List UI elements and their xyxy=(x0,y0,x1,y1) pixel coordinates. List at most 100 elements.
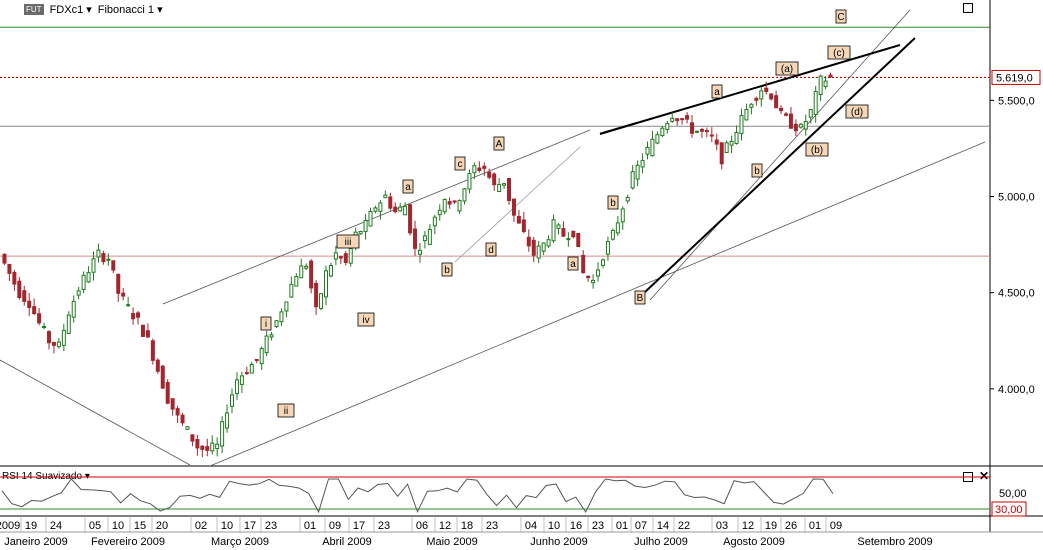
candle-body xyxy=(665,122,670,130)
candle-body xyxy=(175,408,180,416)
candle-body xyxy=(823,80,828,88)
wave-label: iv xyxy=(362,315,369,326)
candle-body xyxy=(333,252,338,260)
candle-body xyxy=(116,273,121,294)
candle-body xyxy=(630,171,635,189)
candle-body xyxy=(699,129,704,132)
wave-label-box xyxy=(441,262,453,277)
candle-body xyxy=(368,211,373,227)
x-tick-label: 07 xyxy=(635,520,647,532)
x-tick-label: 10 xyxy=(112,520,124,532)
candle-body xyxy=(437,209,442,216)
candle-body xyxy=(51,341,56,346)
wave-label-box xyxy=(805,142,829,157)
candle-body xyxy=(150,340,155,361)
y-tick-label: 5.500,0 xyxy=(998,95,1035,107)
wave-label-box xyxy=(835,9,847,24)
candle-body xyxy=(507,178,512,201)
wave-label-box xyxy=(485,242,497,257)
candle-body xyxy=(472,165,477,174)
x-tick-label: 03 xyxy=(716,520,728,532)
candle-body xyxy=(304,265,309,269)
candle-body xyxy=(234,379,239,395)
candle-body xyxy=(675,118,680,122)
candle-body xyxy=(17,280,22,299)
candle-body xyxy=(798,123,803,128)
candle-body xyxy=(66,314,71,334)
symbol-selector[interactable]: FDXc1 ▾ xyxy=(49,3,92,16)
candle-body xyxy=(704,130,709,133)
candle-body xyxy=(121,292,126,297)
x-tick-label: 15 xyxy=(134,520,146,532)
candle-body xyxy=(27,300,32,308)
candle-body xyxy=(566,238,571,241)
wave-label: i xyxy=(265,319,267,330)
candle-body xyxy=(729,140,734,146)
candle-body xyxy=(818,75,823,95)
last-price-label: 5.619,0 xyxy=(996,72,1033,84)
candle-body xyxy=(259,348,264,365)
candle-body xyxy=(96,249,101,258)
x-tick-label: 23 xyxy=(378,520,390,532)
candle-body xyxy=(160,365,165,389)
candle-body xyxy=(571,230,576,238)
y-tick-label: 4.500,0 xyxy=(998,288,1035,300)
candle-body xyxy=(185,426,190,430)
last-price-box xyxy=(991,69,1041,85)
candle-body xyxy=(694,130,699,133)
candle-body xyxy=(126,304,131,307)
x-tick-label: 04 xyxy=(525,520,537,532)
candle-body xyxy=(724,142,729,154)
candle-body xyxy=(140,324,145,337)
candle-body xyxy=(12,271,17,285)
wave-label: d xyxy=(488,245,494,256)
wave-label: c xyxy=(458,159,463,170)
wave-label: (a) xyxy=(781,64,793,75)
y-tick-label: 4.000,0 xyxy=(998,384,1035,396)
wave-label-box xyxy=(454,156,466,171)
wedge-upper-line xyxy=(599,44,901,135)
candle-body xyxy=(526,236,531,247)
wave-label: iii xyxy=(345,237,352,248)
candle-body xyxy=(640,159,645,168)
candle-body xyxy=(71,300,76,318)
wave-label-box xyxy=(277,403,295,418)
trend-line xyxy=(0,359,191,466)
wave-label-box xyxy=(336,234,360,249)
candle-body xyxy=(635,164,640,180)
candle-body xyxy=(279,311,284,323)
candle-body xyxy=(536,245,541,259)
candle-body xyxy=(254,358,259,361)
wave-label: b xyxy=(754,166,760,177)
candle-body xyxy=(230,394,235,407)
candle-body xyxy=(249,363,254,374)
x-tick-label: 23 xyxy=(592,520,604,532)
wave-label-box xyxy=(775,61,799,76)
month-label: Setembro 2009 xyxy=(857,536,932,548)
candle-body xyxy=(155,359,160,372)
indicator-selector[interactable]: Fibonacci 1 ▾ xyxy=(97,3,163,16)
candle-body xyxy=(477,167,482,172)
wave-label-box xyxy=(402,179,414,194)
close-icon[interactable]: ✕ xyxy=(979,469,990,483)
candle-body xyxy=(531,239,536,256)
x-tick-label: 23 xyxy=(486,520,498,532)
candle-body xyxy=(91,258,96,273)
candle-body xyxy=(373,207,378,212)
candle-body xyxy=(145,330,150,338)
maximize-icon[interactable] xyxy=(963,3,973,13)
wave-label: b xyxy=(444,265,450,276)
candle-body xyxy=(487,171,492,178)
x-tick-label: 17 xyxy=(353,520,365,532)
candle-body xyxy=(170,398,175,410)
candle-body xyxy=(581,254,586,274)
candle-body xyxy=(106,258,111,261)
candle-body xyxy=(625,196,630,202)
wave-label-box xyxy=(711,84,723,99)
candle-body xyxy=(447,201,452,205)
candle-body xyxy=(620,208,625,223)
candle-body xyxy=(343,253,348,264)
candle-body xyxy=(76,290,81,296)
candle-body xyxy=(803,121,808,130)
